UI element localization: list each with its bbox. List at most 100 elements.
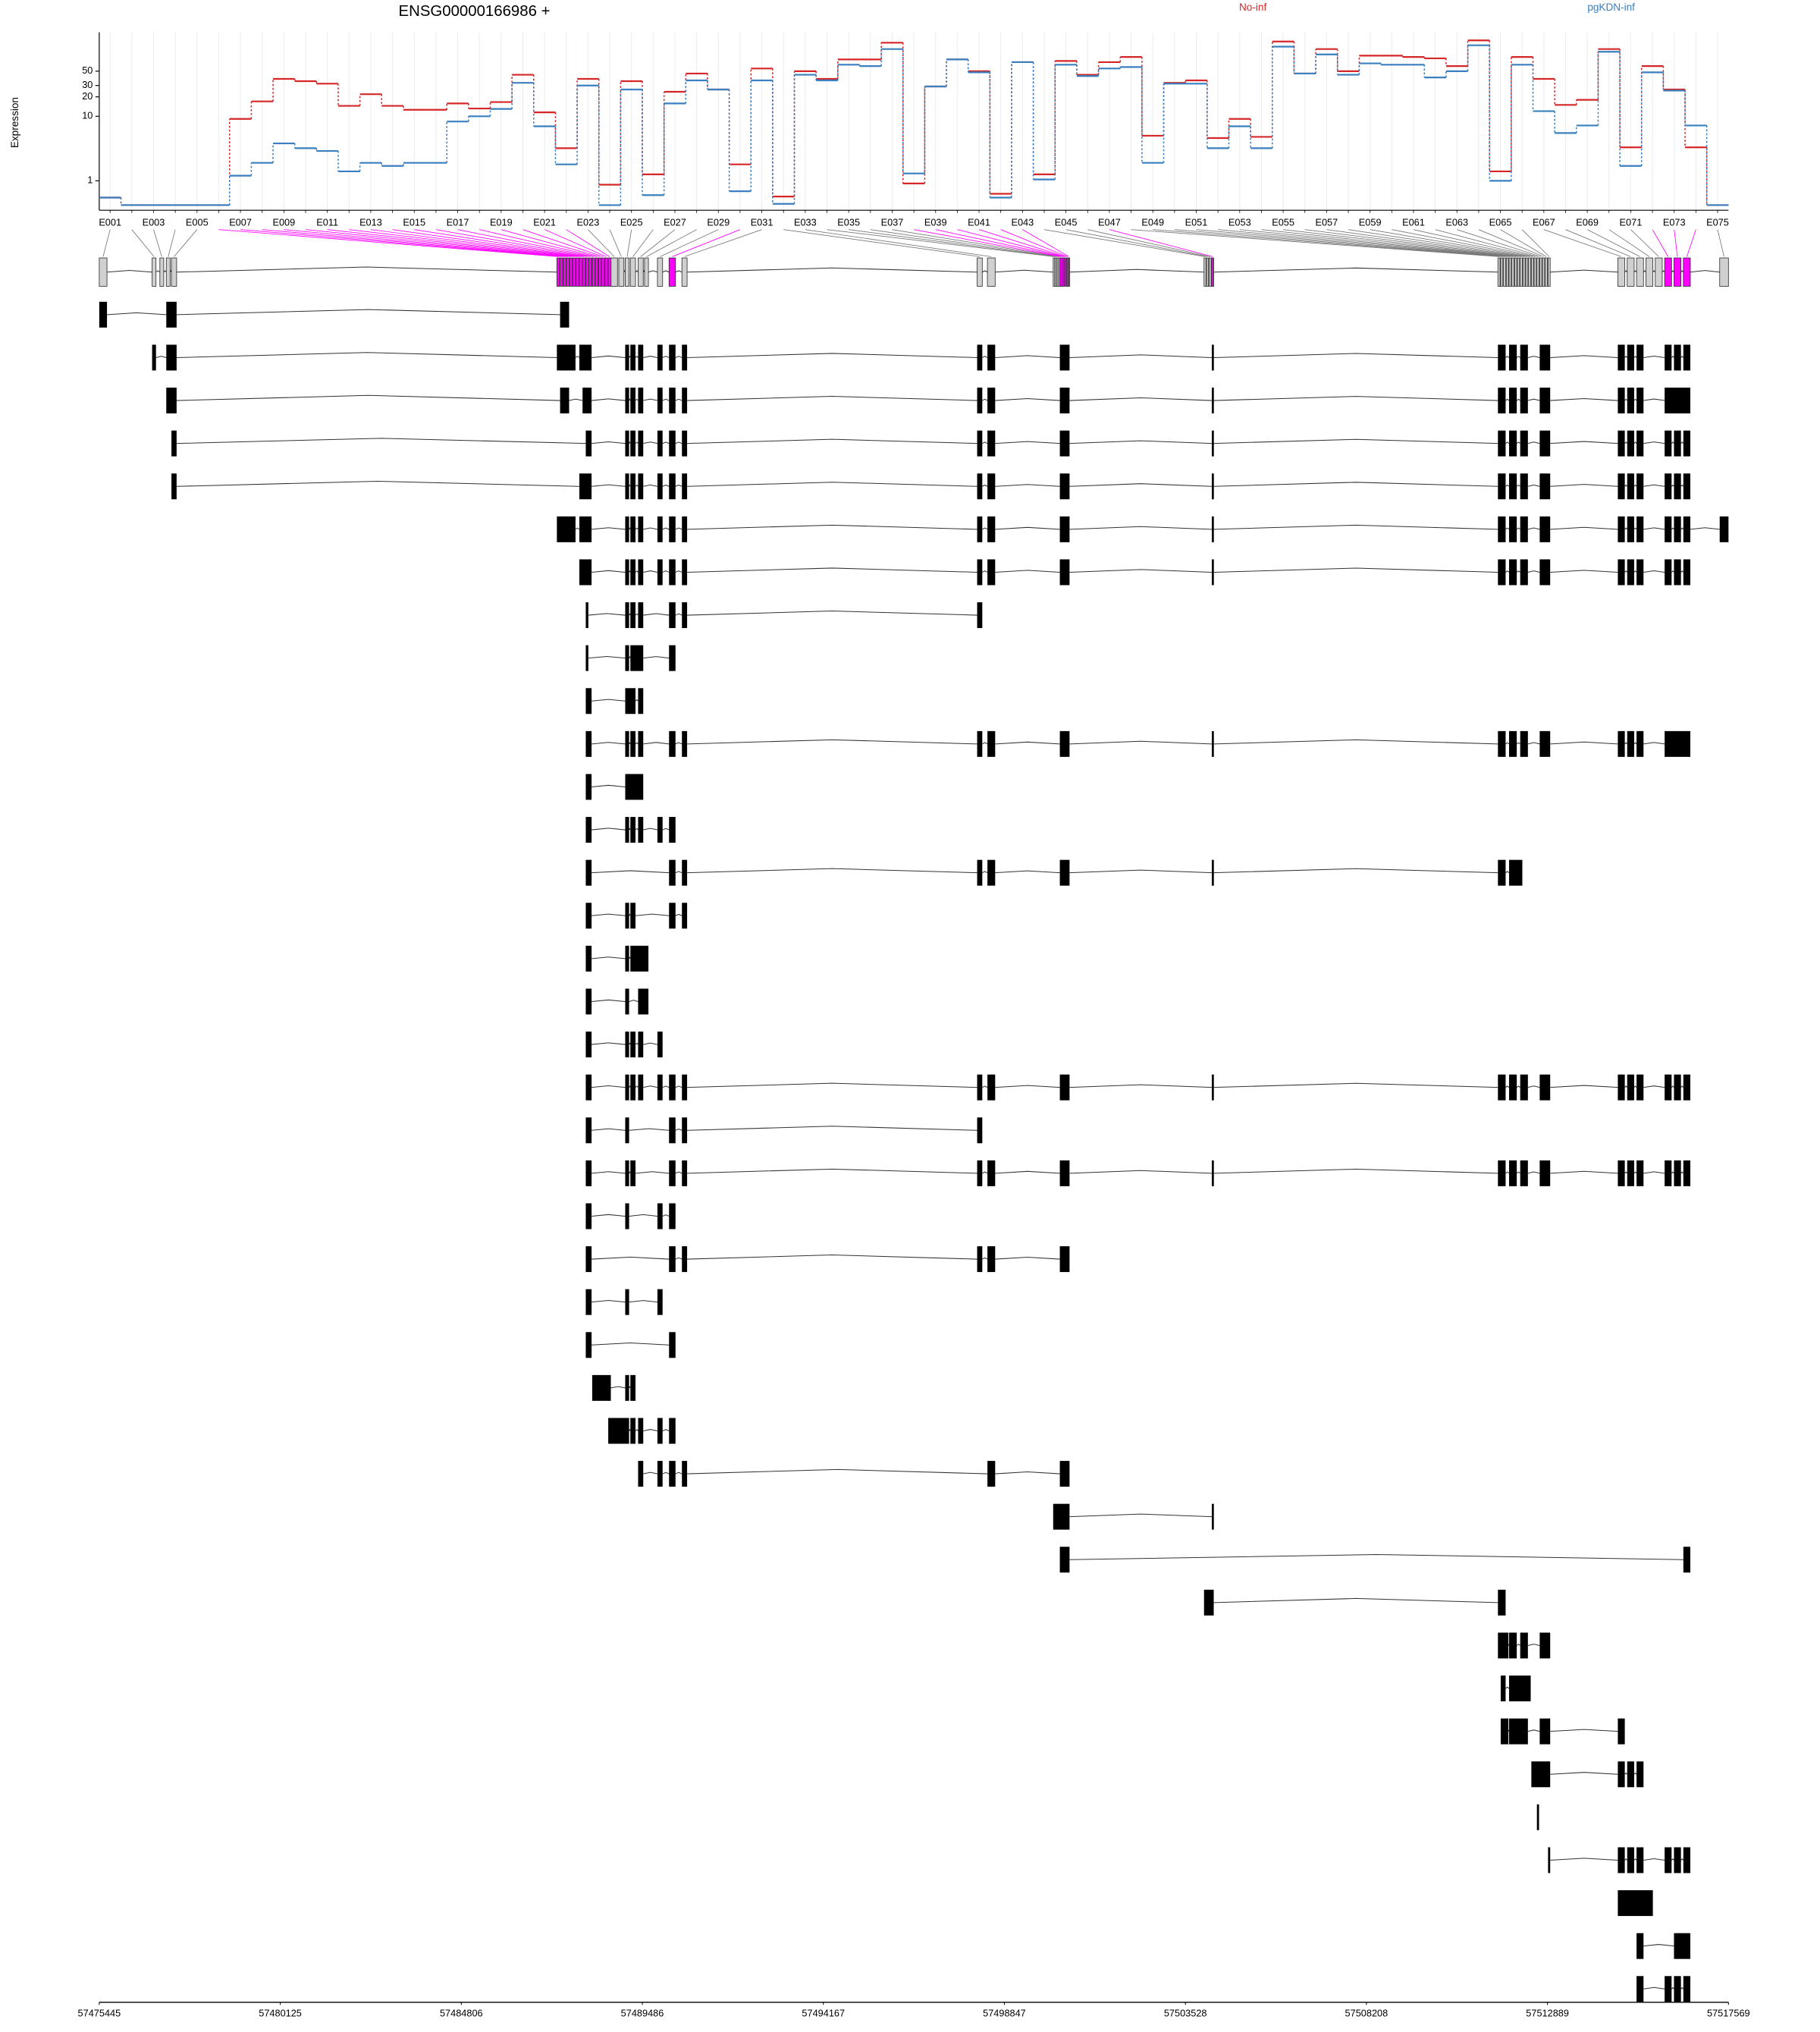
- transcript-intron: [1516, 527, 1520, 530]
- transcript-intron: [1624, 484, 1628, 487]
- transcript-intron: [995, 870, 1060, 874]
- transcript-exon: [625, 730, 629, 757]
- exon-link: [1521, 229, 1550, 257]
- transcript-intron: [687, 1168, 977, 1174]
- transcript-exon: [1636, 1074, 1644, 1101]
- transcript-intron: [1069, 1170, 1212, 1174]
- transcript-intron: [1550, 741, 1618, 745]
- intron: [1624, 270, 1628, 273]
- legend-label: No-inf: [1239, 2, 1266, 13]
- transcript-exon: [1498, 430, 1506, 457]
- intron: [982, 270, 988, 273]
- transcript-exon: [682, 516, 688, 542]
- exon-link: [1686, 229, 1696, 257]
- transcript-exon: [1627, 1074, 1634, 1101]
- exon-link: [684, 229, 762, 257]
- exon-link: [240, 229, 562, 257]
- transcript-exon: [625, 1374, 629, 1401]
- transcript-intron: [1213, 739, 1498, 745]
- x-tick-label: E071: [1620, 217, 1643, 228]
- transcript-exon: [1539, 559, 1551, 586]
- transcript-intron: [629, 570, 631, 573]
- transcript-exon: [638, 430, 644, 457]
- transcript-intron: [1069, 354, 1212, 358]
- exon: [99, 257, 108, 287]
- transcript-exon: [1059, 1547, 1070, 1573]
- transcript-exon: [1059, 344, 1070, 371]
- genomic-tick-label: 57475445: [78, 2007, 121, 2018]
- transcript-exon: [630, 516, 636, 542]
- x-tick-label: E037: [881, 217, 904, 228]
- transcript-intron: [1516, 742, 1520, 745]
- transcript-exon: [585, 1074, 592, 1101]
- transcript-exon: [1539, 1074, 1551, 1101]
- exon-link: [566, 229, 610, 257]
- x-tick-label: E067: [1533, 217, 1555, 228]
- transcript-intron: [1643, 355, 1665, 358]
- transcript-exon: [977, 1246, 983, 1273]
- transcript-intron: [662, 356, 670, 358]
- transcript-intron: [675, 398, 682, 401]
- transcript-intron: [635, 355, 639, 358]
- exon: [1646, 257, 1654, 287]
- x-tick-label: E017: [447, 217, 469, 228]
- exon: [171, 257, 177, 287]
- transcript-exon: [1665, 430, 1672, 457]
- exon: [1505, 257, 1509, 287]
- transcript-intron: [629, 526, 631, 530]
- transcript-intron: [1516, 1171, 1520, 1174]
- exon: [657, 257, 664, 287]
- exon: [1528, 257, 1531, 287]
- transcript-exon: [1211, 430, 1214, 457]
- transcript-exon: [657, 388, 663, 414]
- x-tick-label: E073: [1663, 217, 1686, 228]
- transcript-intron: [635, 1042, 639, 1045]
- transcript-exon: [585, 774, 592, 800]
- transcript-intron: [629, 484, 631, 487]
- transcript-intron: [1624, 742, 1628, 745]
- transcript-intron: [629, 956, 631, 959]
- transcript-exon: [1059, 1160, 1070, 1186]
- x-tick-label: E035: [837, 217, 860, 228]
- transcript-exon: [1618, 388, 1625, 414]
- transcript-exon: [1665, 473, 1672, 500]
- exon: [582, 257, 586, 287]
- transcript-intron: [1643, 398, 1665, 401]
- transcript-exon: [1498, 1160, 1506, 1186]
- exon: [1520, 257, 1523, 287]
- transcript-intron: [588, 613, 626, 616]
- transcript-exon: [1683, 1547, 1690, 1573]
- transcript-exon: [1665, 1160, 1672, 1186]
- transcript-intron: [1680, 527, 1684, 530]
- transcript-exon: [1627, 344, 1634, 371]
- transcript-intron: [1643, 1986, 1665, 1990]
- transcript-exon: [682, 1074, 688, 1101]
- exon: [159, 257, 165, 287]
- transcript-intron: [675, 1171, 682, 1174]
- transcript-exon: [1674, 1160, 1681, 1186]
- transcript-intron: [662, 570, 670, 573]
- transcript-exon: [625, 473, 629, 500]
- exon-link: [646, 229, 697, 257]
- transcript-exon: [625, 388, 629, 414]
- exon: [1068, 257, 1071, 287]
- transcript-exon: [1508, 473, 1517, 500]
- transcript-intron: [629, 1385, 631, 1389]
- transcript-intron: [1527, 484, 1540, 487]
- exon: [152, 257, 157, 287]
- exon-link: [102, 229, 111, 257]
- transcript-intron: [1624, 1772, 1628, 1775]
- transcript-exon: [1520, 730, 1528, 757]
- exon-link: [305, 229, 572, 257]
- transcript-intron: [1527, 570, 1540, 573]
- transcript-intron: [1069, 483, 1212, 487]
- genomic-tick-label: 57484806: [440, 2007, 483, 2018]
- intron: [662, 270, 670, 273]
- transcript-intron: [1671, 1858, 1674, 1861]
- transcript-exon: [1618, 1890, 1653, 1917]
- transcript-exon: [1539, 1632, 1551, 1659]
- transcript-intron: [995, 1257, 1060, 1260]
- transcript-intron: [588, 655, 626, 659]
- x-tick-label: E059: [1359, 217, 1382, 228]
- exon: [1064, 257, 1067, 287]
